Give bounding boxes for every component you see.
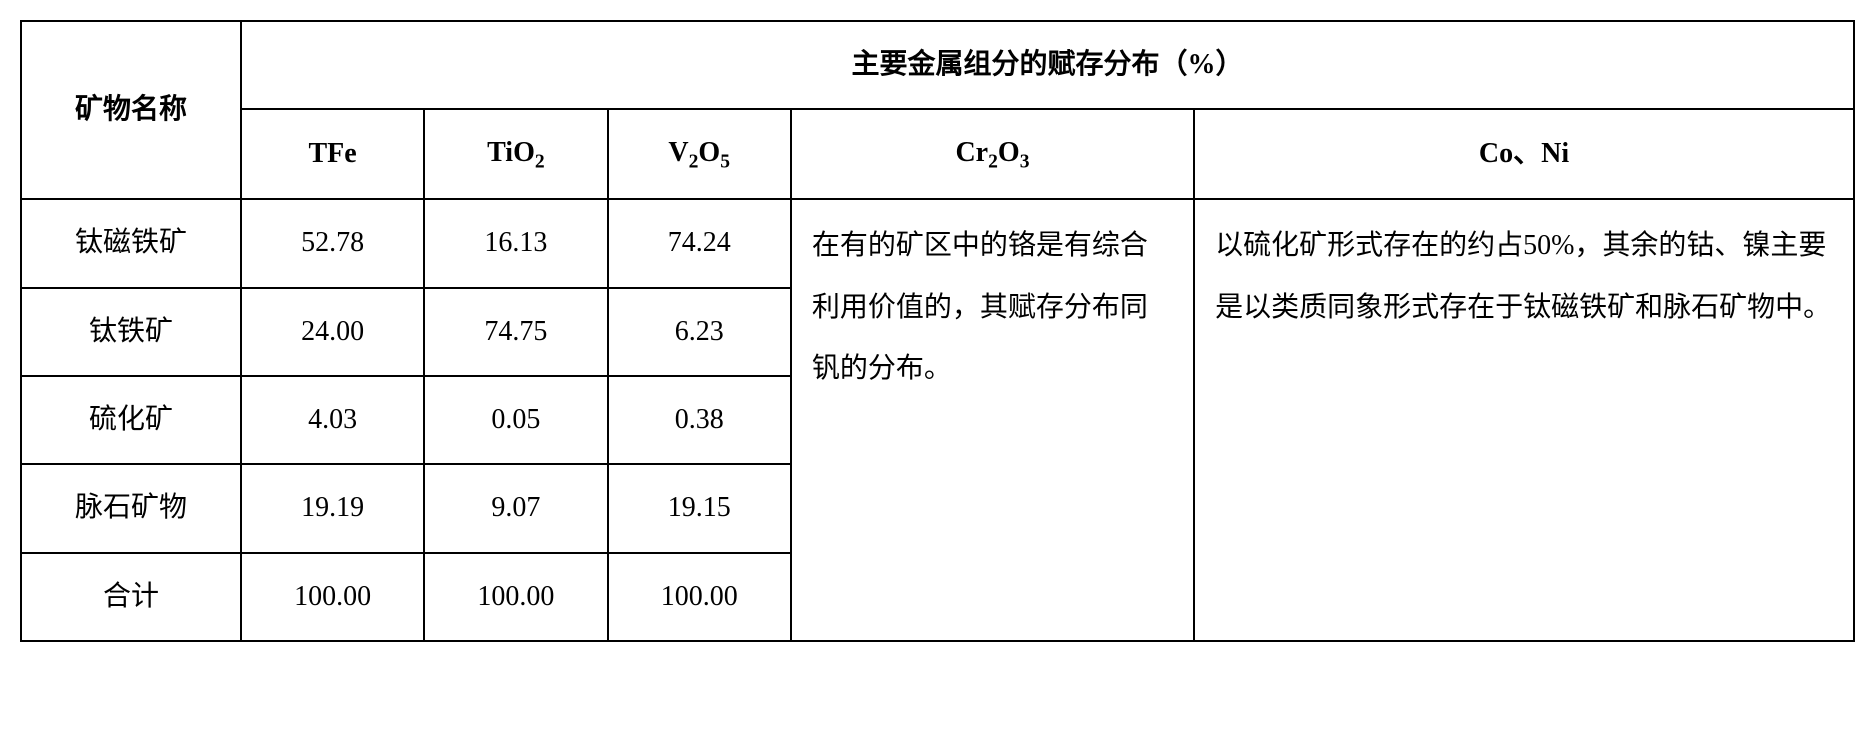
- cell-tio2: 16.13: [424, 199, 607, 287]
- mineral-distribution-table-container: 矿物名称 主要金属组分的赋存分布（%） TFe TiO2 V2O5 Cr2O3 …: [20, 20, 1855, 642]
- table-header-row-1: 矿物名称 主要金属组分的赋存分布（%）: [21, 21, 1854, 109]
- cell-tio2: 9.07: [424, 464, 607, 552]
- table-row: 钛磁铁矿 52.78 16.13 74.24 在有的矿区中的铬是有综合利用价值的…: [21, 199, 1854, 287]
- cell-tfe: 100.00: [241, 553, 424, 641]
- header-tfe: TFe: [241, 109, 424, 199]
- cell-tfe: 52.78: [241, 199, 424, 287]
- cell-mineral-name: 合计: [21, 553, 241, 641]
- header-v2o5: V2O5: [608, 109, 791, 199]
- cell-cr2o3-merged: 在有的矿区中的铬是有综合利用价值的，其赋存分布同钒的分布。: [791, 199, 1194, 641]
- cell-mineral-name: 硫化矿: [21, 376, 241, 464]
- header-coni: Co、Ni: [1194, 109, 1854, 199]
- header-tio2: TiO2: [424, 109, 607, 199]
- header-cr2o3: Cr2O3: [791, 109, 1194, 199]
- cell-v2o5: 6.23: [608, 288, 791, 376]
- header-mineral-name: 矿物名称: [21, 21, 241, 199]
- header-distribution-title: 主要金属组分的赋存分布（%）: [241, 21, 1854, 109]
- cell-mineral-name: 钛铁矿: [21, 288, 241, 376]
- cell-v2o5: 19.15: [608, 464, 791, 552]
- cell-coni-merged: 以硫化矿形式存在的约占50%，其余的钴、镍主要是以类质同象形式存在于钛磁铁矿和脉…: [1194, 199, 1854, 641]
- table-header-row-2: TFe TiO2 V2O5 Cr2O3 Co、Ni: [21, 109, 1854, 199]
- cell-tfe: 24.00: [241, 288, 424, 376]
- cell-mineral-name: 脉石矿物: [21, 464, 241, 552]
- cell-tio2: 0.05: [424, 376, 607, 464]
- cell-tfe: 19.19: [241, 464, 424, 552]
- cell-v2o5: 74.24: [608, 199, 791, 287]
- cell-tfe: 4.03: [241, 376, 424, 464]
- mineral-distribution-table: 矿物名称 主要金属组分的赋存分布（%） TFe TiO2 V2O5 Cr2O3 …: [20, 20, 1855, 642]
- cell-tio2: 100.00: [424, 553, 607, 641]
- cell-v2o5: 100.00: [608, 553, 791, 641]
- cell-tio2: 74.75: [424, 288, 607, 376]
- cell-v2o5: 0.38: [608, 376, 791, 464]
- cell-mineral-name: 钛磁铁矿: [21, 199, 241, 287]
